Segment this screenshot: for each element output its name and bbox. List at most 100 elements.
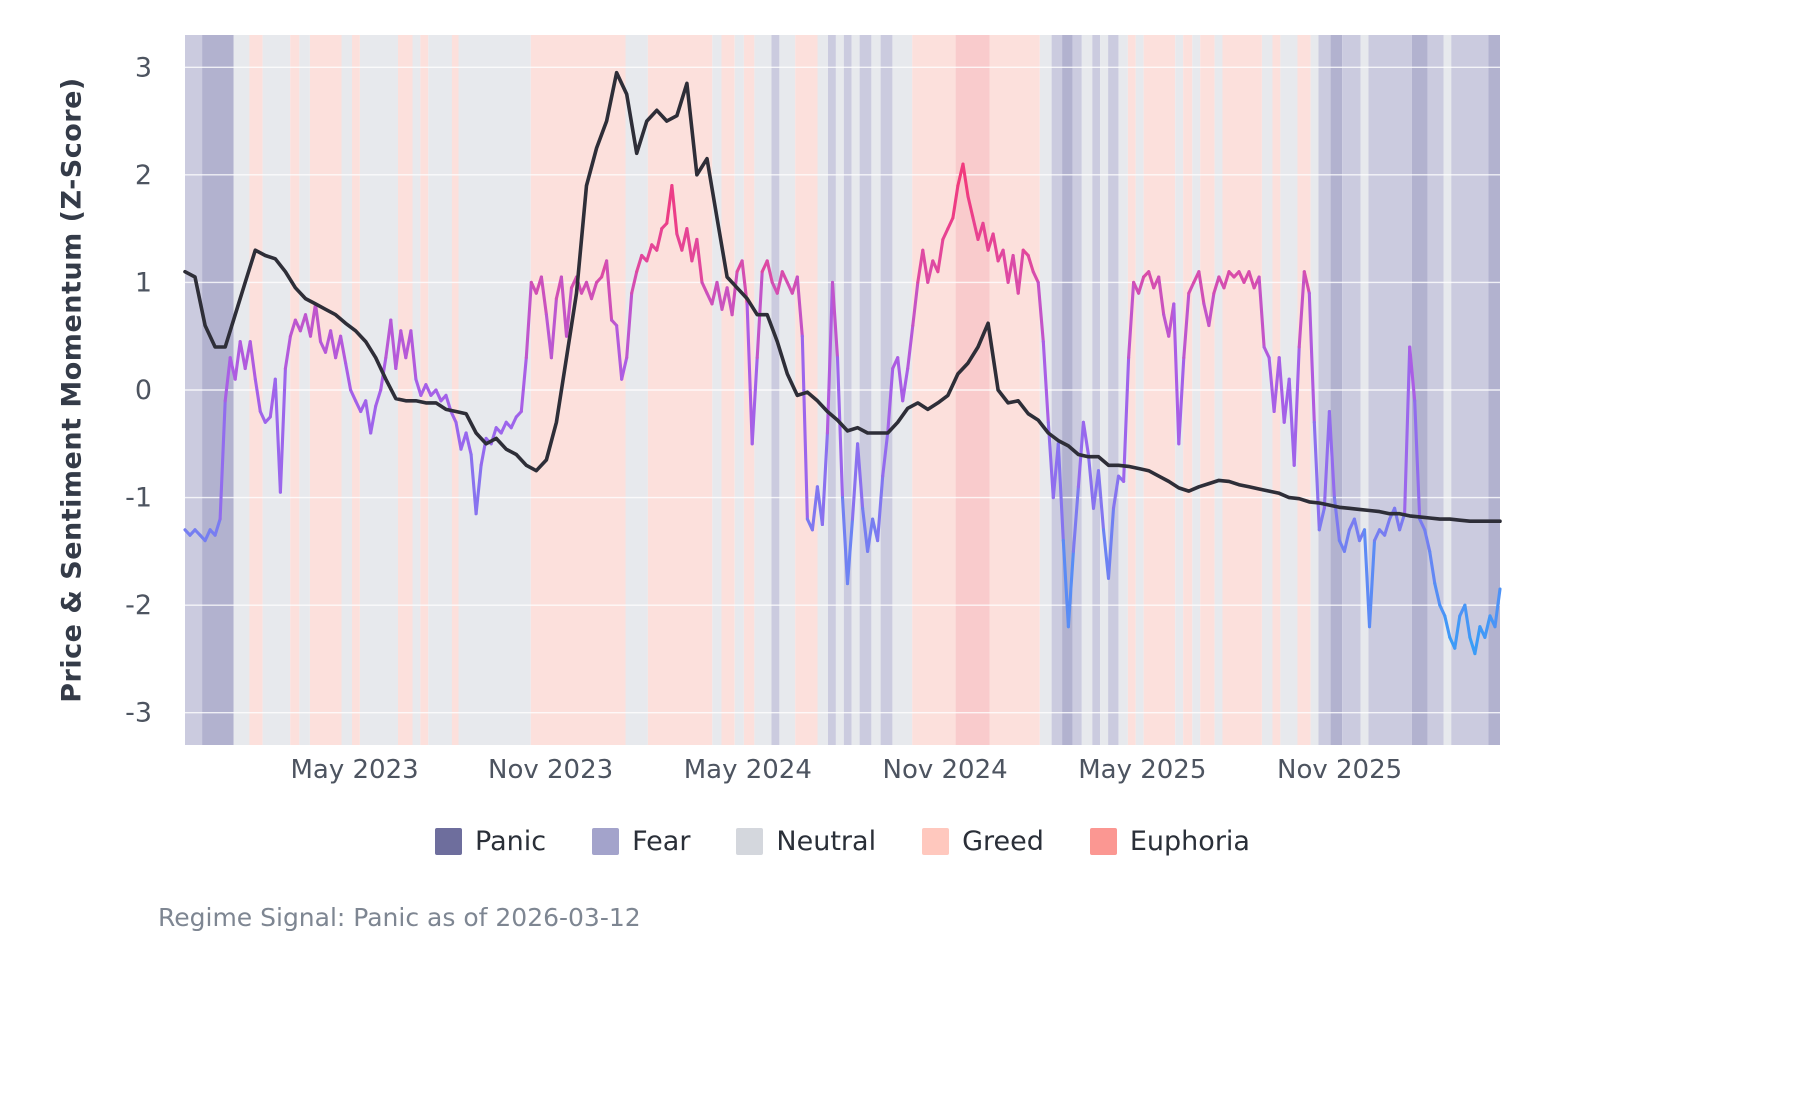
sentiment-line-segment bbox=[1137, 275, 1146, 295]
y-tick-label: -3 bbox=[125, 698, 152, 729]
sentiment-line-segment bbox=[524, 280, 533, 360]
neutral-swatch-icon bbox=[736, 828, 764, 855]
sentiment-line-segment bbox=[394, 329, 403, 371]
sentiment-line-segment bbox=[288, 318, 297, 338]
legend-item-euphoria[interactable]: Euphoria bbox=[1089, 826, 1250, 857]
sentiment-line-segment bbox=[1257, 275, 1266, 349]
sentiment-line-segment bbox=[539, 275, 548, 317]
sentiment-line-segment bbox=[1307, 291, 1316, 424]
sentiment-line-segment bbox=[258, 409, 267, 424]
sentiment-line-segment bbox=[344, 361, 353, 392]
sentiment-line-segment bbox=[1438, 603, 1447, 618]
sentiment-line-segment bbox=[620, 356, 629, 381]
sentiment-line-segment bbox=[1122, 356, 1131, 483]
sentiment-line-segment bbox=[203, 528, 212, 543]
sentiment-line-segment bbox=[936, 237, 945, 274]
sentiment-line-segment bbox=[856, 442, 865, 510]
sentiment-line-segment bbox=[1463, 603, 1472, 639]
sentiment-line-segment bbox=[1172, 302, 1181, 446]
sentiment-line-segment bbox=[1061, 539, 1070, 629]
sentiment-line-segment bbox=[223, 356, 232, 403]
sentiment-line-segment bbox=[1277, 356, 1286, 424]
sentiment-line-segment bbox=[1106, 506, 1116, 580]
sentiment-line-segment bbox=[434, 388, 443, 403]
sentiment-line-segment bbox=[881, 431, 890, 478]
y-tick-label: -2 bbox=[125, 590, 152, 621]
sentiment-line-segment bbox=[946, 216, 955, 231]
sentiment-line-segment bbox=[1423, 528, 1432, 553]
sentiment-line-segment bbox=[233, 340, 242, 381]
sentiment-line-segment bbox=[414, 377, 423, 397]
sentiment-line-segment bbox=[1327, 409, 1336, 500]
sentiment-line-segment bbox=[1127, 280, 1136, 360]
sentiment-line-segment bbox=[1383, 517, 1392, 537]
sentiment-line-segment bbox=[886, 366, 895, 435]
sentiment-line-segment bbox=[1267, 356, 1276, 414]
sentiment-line-segment bbox=[1297, 270, 1306, 349]
sentiment-line-segment bbox=[1081, 420, 1090, 457]
sentiment-line-segment bbox=[615, 323, 624, 381]
legend-item-panic[interactable]: Panic bbox=[435, 826, 546, 857]
sentiment-line-segment bbox=[1036, 280, 1045, 344]
sentiment-line-segment bbox=[389, 318, 398, 371]
sentiment-line-segment bbox=[464, 431, 473, 457]
sentiment-line-segment bbox=[364, 399, 373, 435]
x-tick-label: Nov 2024 bbox=[883, 755, 1008, 785]
legend-label: Neutral bbox=[776, 826, 877, 857]
sentiment-line-segment bbox=[745, 302, 754, 446]
y-tick-label: 2 bbox=[135, 160, 152, 191]
sentiment-line-segment bbox=[625, 291, 634, 360]
sentiment-line-segment bbox=[1362, 528, 1372, 629]
sentiment-line-segment bbox=[795, 275, 804, 338]
sentiment-line-segment bbox=[273, 377, 282, 494]
sentiment-line-segment bbox=[901, 366, 910, 403]
sentiment-line-segment bbox=[991, 232, 1000, 263]
sentiment-line-segment bbox=[1408, 345, 1417, 403]
sentiment-line-segment bbox=[1187, 280, 1196, 295]
sentiment-line-segment bbox=[213, 517, 222, 537]
sentiment-line-segment bbox=[1222, 270, 1231, 290]
sentiment-line-segment bbox=[409, 329, 418, 381]
sentiment-line-segment bbox=[765, 259, 774, 284]
sentiment-line-segment bbox=[283, 334, 292, 371]
sentiment-line-segment bbox=[1428, 549, 1437, 586]
legend-item-fear[interactable]: Fear bbox=[592, 826, 690, 857]
sentiment-line-segment bbox=[966, 194, 975, 220]
sentiment-line-segment bbox=[1086, 452, 1096, 510]
sentiment-line-segment bbox=[424, 383, 433, 397]
sentiment-line-segment bbox=[1041, 340, 1050, 424]
sentiment-line-segment bbox=[730, 270, 739, 317]
sentiment-line-segment bbox=[1197, 270, 1206, 306]
x-tick-label: May 2023 bbox=[291, 755, 419, 785]
legend-item-neutral[interactable]: Neutral bbox=[736, 826, 876, 857]
sentiment-line-segment bbox=[248, 340, 257, 381]
legend-label: Greed bbox=[962, 826, 1044, 857]
sentiment-line-segment bbox=[519, 356, 528, 414]
sentiment-line-segment bbox=[1302, 270, 1311, 295]
sentiment-line-segment bbox=[861, 506, 870, 553]
sentiment-line-segment bbox=[1292, 345, 1301, 467]
sentiment-line-segment bbox=[926, 259, 935, 284]
sentiment-line-segment bbox=[800, 334, 809, 521]
sentiment-line-segment bbox=[1352, 517, 1362, 543]
sentiment-line-segment bbox=[715, 280, 724, 311]
sentiment-line-segment bbox=[845, 517, 855, 586]
sentiment-line-segment bbox=[339, 334, 348, 365]
sentiment-line-segment bbox=[775, 270, 784, 295]
sentiment-line-segment bbox=[850, 442, 860, 521]
sentiment-line-segment bbox=[896, 356, 905, 403]
sentiment-line-segment bbox=[1393, 506, 1402, 532]
sentiment-line-segment bbox=[1001, 248, 1010, 284]
sentiment-line-segment bbox=[1418, 517, 1427, 532]
sentiment-line-segment bbox=[810, 485, 819, 532]
sentiment-line-segment bbox=[1433, 582, 1442, 607]
x-tick-label: May 2024 bbox=[684, 755, 812, 785]
regime-signal-caption: Regime Signal: Panic as of 2026-03-12 bbox=[158, 903, 641, 932]
sentiment-line-segment bbox=[253, 377, 262, 414]
legend-item-greed[interactable]: Greed bbox=[922, 826, 1044, 857]
sentiment-line-segment bbox=[564, 286, 574, 338]
sentiment-line-segment bbox=[549, 297, 558, 360]
sentiment-line-segment bbox=[840, 496, 850, 586]
sentiment-line-segment bbox=[1016, 248, 1025, 295]
fear-swatch-icon bbox=[592, 828, 620, 855]
